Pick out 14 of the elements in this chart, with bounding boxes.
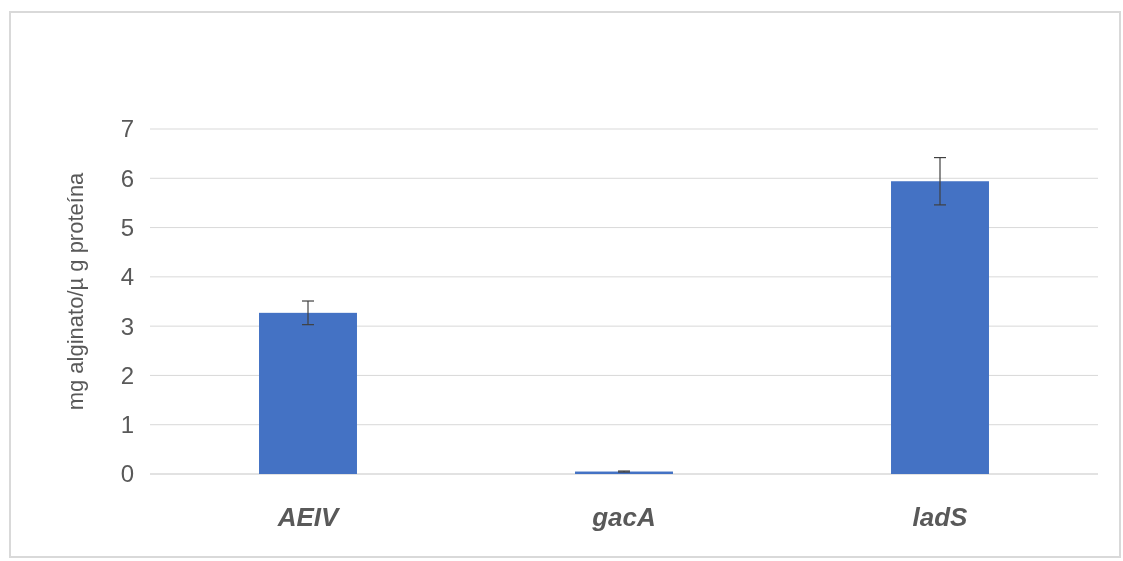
x-tick-label: ladS bbox=[912, 502, 969, 532]
y-tick-label: 0 bbox=[120, 460, 134, 488]
y-tick-label: 1 bbox=[120, 411, 134, 439]
y-tick-label: 6 bbox=[120, 164, 134, 192]
y-tick-label: 5 bbox=[120, 213, 134, 241]
bar bbox=[259, 312, 357, 474]
y-tick-label: 3 bbox=[120, 312, 134, 340]
x-tick-label: gacA bbox=[591, 502, 656, 532]
bar bbox=[891, 181, 989, 474]
y-tick-label: 2 bbox=[120, 361, 134, 389]
y-axis-title: mg alginato/µ g proteína bbox=[63, 171, 88, 411]
y-tick-label: 4 bbox=[120, 263, 134, 291]
x-tick-label: AEIV bbox=[276, 502, 341, 532]
y-tick-label: 7 bbox=[120, 115, 134, 143]
